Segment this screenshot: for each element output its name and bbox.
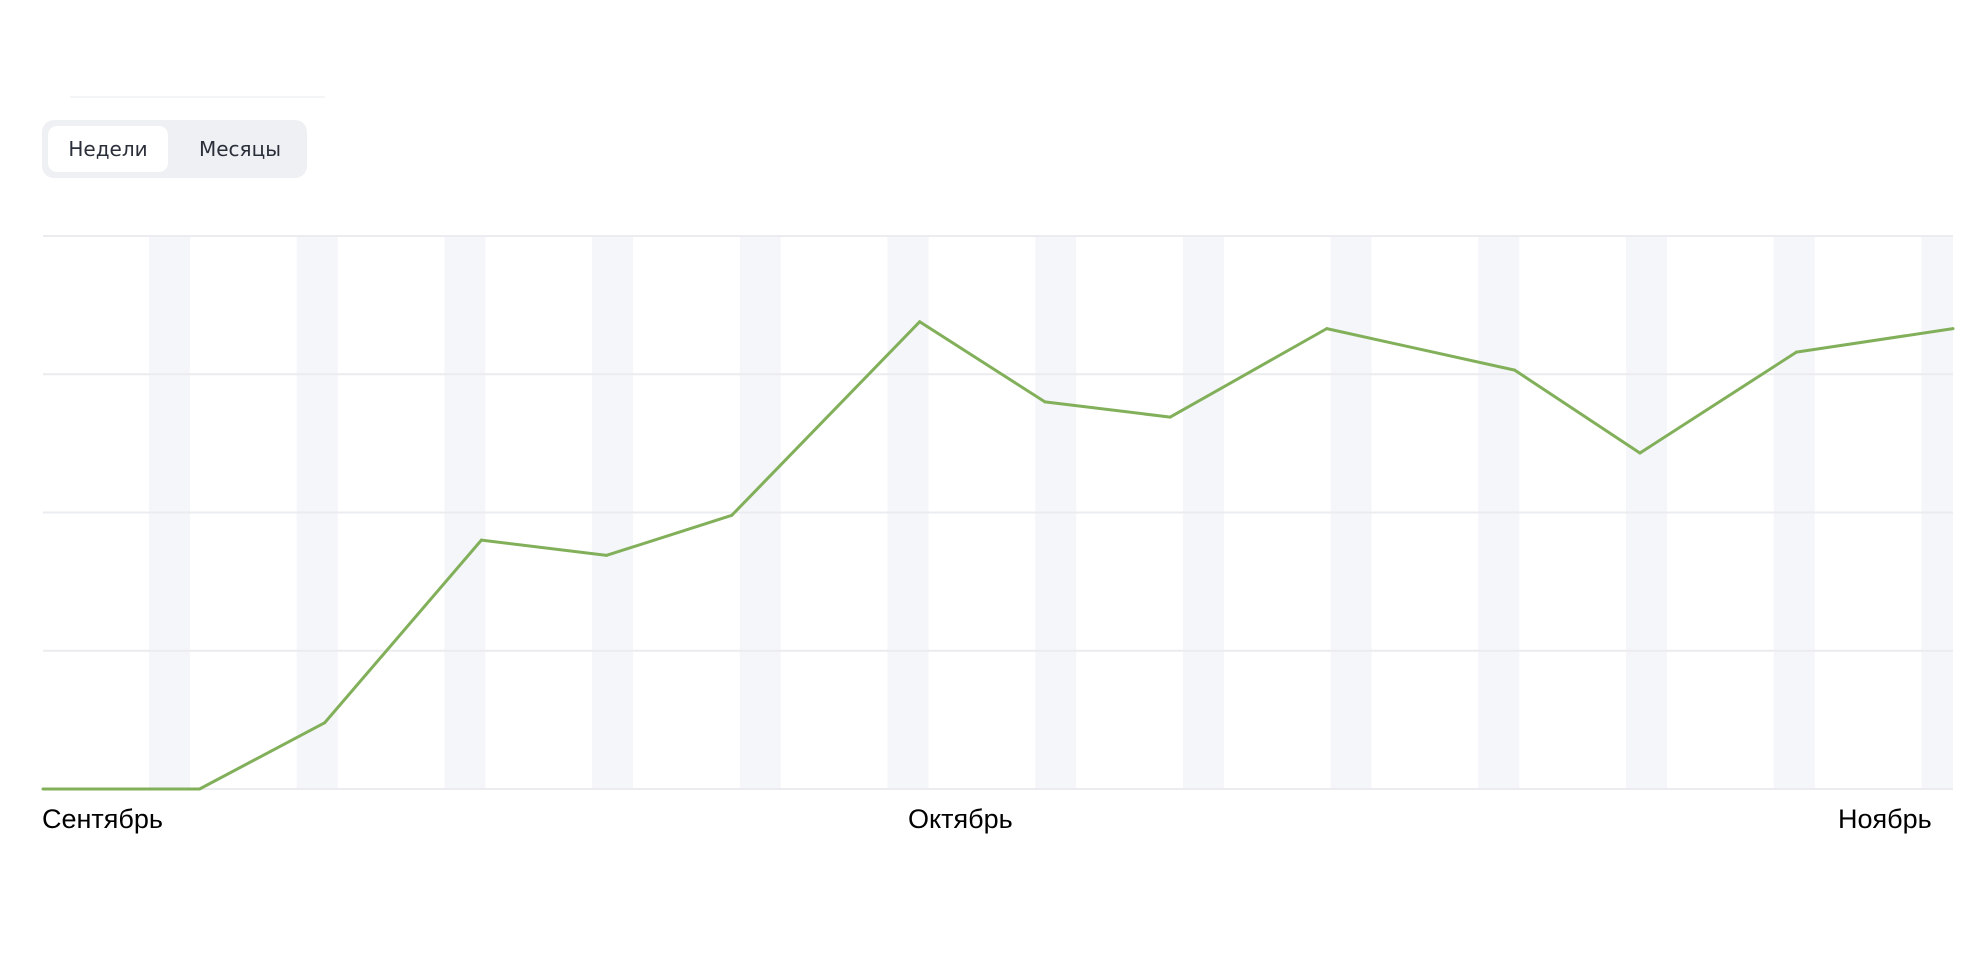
data-point: [198, 787, 202, 791]
data-point: [1638, 451, 1642, 455]
data-point: [1325, 327, 1329, 331]
data-point: [479, 538, 483, 542]
x-tick-label-october: Октябрь: [908, 804, 1013, 834]
data-point: [605, 553, 609, 557]
period-toggle: Недели Месяцы: [42, 120, 307, 178]
x-tick-label-november: Ноябрь: [1838, 804, 1932, 834]
x-tick-label-september: Сентябрь: [42, 804, 163, 834]
data-point: [1043, 400, 1047, 404]
data-point: [41, 787, 45, 791]
data-point: [1513, 368, 1517, 372]
data-point: [1951, 327, 1955, 331]
series-line: [43, 320, 1954, 791]
divider: [70, 96, 325, 98]
toggle-weeks-button[interactable]: Недели: [48, 126, 168, 172]
toggle-months-button[interactable]: Месяцы: [199, 137, 281, 161]
data-point: [323, 721, 327, 725]
data-point: [918, 320, 922, 324]
data-point: [1168, 415, 1172, 419]
data-point: [1794, 350, 1798, 354]
data-point: [730, 513, 734, 517]
